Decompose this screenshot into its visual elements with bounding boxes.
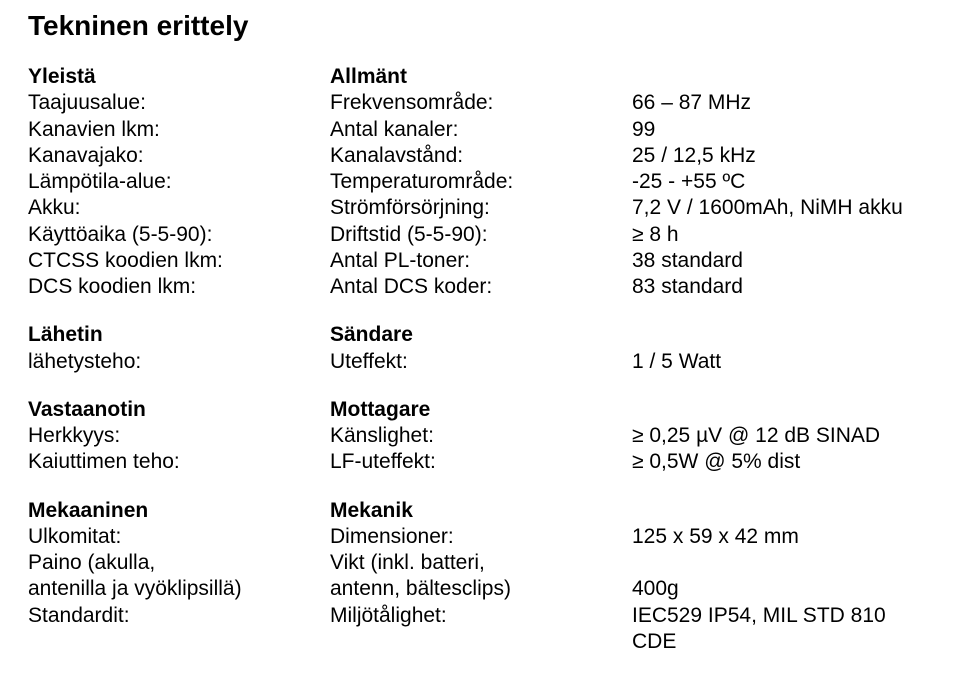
spec-col-sv: Miljötålighet: (330, 603, 632, 656)
spec-col-fi: Lähetin (28, 322, 330, 348)
spec-col-fi: Akku: (28, 195, 330, 221)
sections-container: YleistäAllmäntTaajuusalue:Frekvensområde… (28, 64, 932, 655)
spec-col-sv: LF-uteffekt: (330, 449, 632, 475)
spec-col-sv: Antal PL-toner: (330, 248, 632, 274)
spec-col-value: -25 - +55 ºC (632, 169, 932, 195)
spec-col-fi: Käyttöaika (5-5-90): (28, 222, 330, 248)
spec-row: lähetysteho:Uteffekt:1 / 5 Watt (28, 349, 932, 375)
spec-col-value (632, 322, 932, 348)
spec-col-value: 25 / 12,5 kHz (632, 143, 932, 169)
spec-col-sv: Antal DCS koder: (330, 274, 632, 300)
spec-row: DCS koodien lkm:Antal DCS koder:83 stand… (28, 274, 932, 300)
spec-col-value: 1 / 5 Watt (632, 349, 932, 375)
spec-row: MekaaninenMekanik (28, 498, 932, 524)
spec-col-value (632, 498, 932, 524)
spec-row: antenilla ja vyöklipsillä)antenn, bältes… (28, 576, 932, 602)
spec-col-value: ≥ 0,5W @ 5% dist (632, 449, 932, 475)
spec-col-fi: Standardit: (28, 603, 330, 656)
spec-col-value: IEC529 IP54, MIL STD 810 CDE (632, 603, 932, 656)
spec-col-sv: Driftstid (5-5-90): (330, 222, 632, 248)
spec-col-fi: CTCSS koodien lkm: (28, 248, 330, 274)
spec-row: Kaiuttimen teho:LF-uteffekt:≥ 0,5W @ 5% … (28, 449, 932, 475)
spec-col-value: 83 standard (632, 274, 932, 300)
spec-col-fi: Kanavajako: (28, 143, 330, 169)
spec-col-sv: Strömförsörjning: (330, 195, 632, 221)
spec-col-sv: Känslighet: (330, 423, 632, 449)
spec-section: MekaaninenMekanikUlkomitat:Dimensioner:1… (28, 498, 932, 656)
spec-section: YleistäAllmäntTaajuusalue:Frekvensområde… (28, 64, 932, 300)
spec-col-sv: Dimensioner: (330, 524, 632, 550)
spec-col-sv: Temperaturområde: (330, 169, 632, 195)
spec-row: Taajuusalue:Frekvensområde:66 – 87 MHz (28, 90, 932, 116)
spec-col-value: 38 standard (632, 248, 932, 274)
spec-col-sv: Antal kanaler: (330, 117, 632, 143)
spec-row: Kanavien lkm:Antal kanaler:99 (28, 117, 932, 143)
spec-col-value (632, 397, 932, 423)
spec-col-fi: Paino (akulla, (28, 550, 330, 576)
spec-section: VastaanotinMottagareHerkkyys:Känslighet:… (28, 397, 932, 476)
spec-col-sv: antenn, bältesclips) (330, 576, 632, 602)
spec-col-fi: Kaiuttimen teho: (28, 449, 330, 475)
spec-col-sv: Uteffekt: (330, 349, 632, 375)
spec-col-value (632, 64, 932, 90)
spec-col-sv: Allmänt (330, 64, 632, 90)
spec-page: Tekninen erittely YleistäAllmäntTaajuusa… (0, 0, 960, 683)
spec-col-sv: Vikt (inkl. batteri, (330, 550, 632, 576)
spec-row: CTCSS koodien lkm:Antal PL-toner:38 stan… (28, 248, 932, 274)
spec-col-value: 99 (632, 117, 932, 143)
spec-col-value: ≥ 0,25 µV @ 12 dB SINAD (632, 423, 932, 449)
spec-col-value: 7,2 V / 1600mAh, NiMH akku (632, 195, 932, 221)
spec-row: Lämpötila-alue:Temperaturområde:-25 - +5… (28, 169, 932, 195)
spec-row: Herkkyys:Känslighet:≥ 0,25 µV @ 12 dB SI… (28, 423, 932, 449)
spec-col-sv: Mekanik (330, 498, 632, 524)
spec-row: VastaanotinMottagare (28, 397, 932, 423)
spec-col-value (632, 550, 932, 576)
spec-col-sv: Mottagare (330, 397, 632, 423)
spec-section: LähetinSändarelähetysteho:Uteffekt:1 / 5… (28, 322, 932, 375)
spec-row: Standardit:Miljötålighet:IEC529 IP54, MI… (28, 603, 932, 656)
spec-col-value: 125 x 59 x 42 mm (632, 524, 932, 550)
page-title: Tekninen erittely (28, 10, 932, 42)
spec-row: YleistäAllmänt (28, 64, 932, 90)
spec-col-fi: Yleistä (28, 64, 330, 90)
spec-col-fi: antenilla ja vyöklipsillä) (28, 576, 330, 602)
spec-col-fi: Mekaaninen (28, 498, 330, 524)
spec-col-fi: DCS koodien lkm: (28, 274, 330, 300)
spec-col-value: ≥ 8 h (632, 222, 932, 248)
spec-row: Kanavajako:Kanalavstånd:25 / 12,5 kHz (28, 143, 932, 169)
spec-col-sv: Frekvensområde: (330, 90, 632, 116)
spec-col-fi: lähetysteho: (28, 349, 330, 375)
spec-col-fi: Taajuusalue: (28, 90, 330, 116)
spec-col-fi: Vastaanotin (28, 397, 330, 423)
spec-col-sv: Sändare (330, 322, 632, 348)
spec-row: Käyttöaika (5-5-90):Driftstid (5-5-90):≥… (28, 222, 932, 248)
spec-col-fi: Herkkyys: (28, 423, 330, 449)
spec-col-fi: Ulkomitat: (28, 524, 330, 550)
spec-row: Paino (akulla,Vikt (inkl. batteri, (28, 550, 932, 576)
spec-col-value: 66 – 87 MHz (632, 90, 932, 116)
spec-col-fi: Lämpötila-alue: (28, 169, 330, 195)
spec-col-value: 400g (632, 576, 932, 602)
spec-row: Akku:Strömförsörjning:7,2 V / 1600mAh, N… (28, 195, 932, 221)
spec-col-fi: Kanavien lkm: (28, 117, 330, 143)
spec-col-sv: Kanalavstånd: (330, 143, 632, 169)
spec-row: Ulkomitat:Dimensioner:125 x 59 x 42 mm (28, 524, 932, 550)
spec-row: LähetinSändare (28, 322, 932, 348)
